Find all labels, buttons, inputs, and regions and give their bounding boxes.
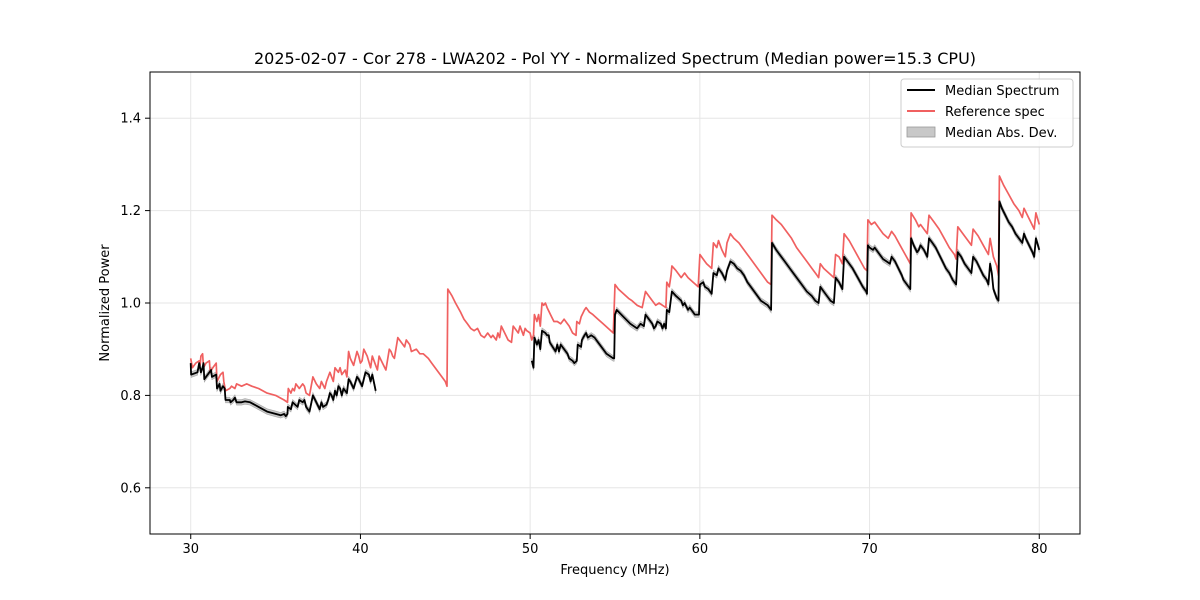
mad-band-segment (190, 360, 376, 420)
y-tick-label: 0.6 (120, 481, 141, 496)
reference-spectrum-line (189, 175, 1041, 404)
x-tick-label: 60 (692, 542, 709, 557)
chart-title: 2025-02-07 - Cor 278 - LWA202 - Pol YY -… (254, 49, 976, 68)
y-tick-label: 0.8 (120, 389, 141, 404)
x-axis-label: Frequency (MHz) (560, 563, 669, 578)
x-tick-label: 30 (182, 542, 199, 557)
x-tick-label: 40 (352, 542, 369, 557)
x-tick-label: 70 (861, 542, 878, 557)
legend-mad-label: Median Abs. Dev. (945, 126, 1057, 141)
legend-median-label: Median Spectrum (945, 84, 1059, 99)
y-tick-label: 1.2 (120, 204, 141, 219)
legend-box (900, 78, 1074, 148)
legend-mad-swatch (906, 126, 936, 138)
axis-ticks: 30 40 50 60 70 80 0.6 0.8 1.0 1.2 1.4 (120, 112, 1047, 557)
median-spectrum-line (189, 362, 377, 418)
mad-band-segment (531, 198, 1040, 371)
x-tick-label: 50 (522, 542, 539, 557)
median-spectrum-line (530, 200, 1041, 369)
legend-reference-label: Reference spec (945, 105, 1045, 120)
y-axis-label: Normalized Power (98, 244, 113, 362)
y-tick-label: 1.4 (120, 112, 141, 127)
reference-spectrum-series (189, 175, 1041, 404)
legend: Median Spectrum Reference spec Median Ab… (900, 78, 1074, 148)
x-tick-label: 80 (1031, 542, 1048, 557)
y-tick-label: 1.0 (120, 297, 141, 312)
median-spectrum-series (189, 200, 1041, 418)
